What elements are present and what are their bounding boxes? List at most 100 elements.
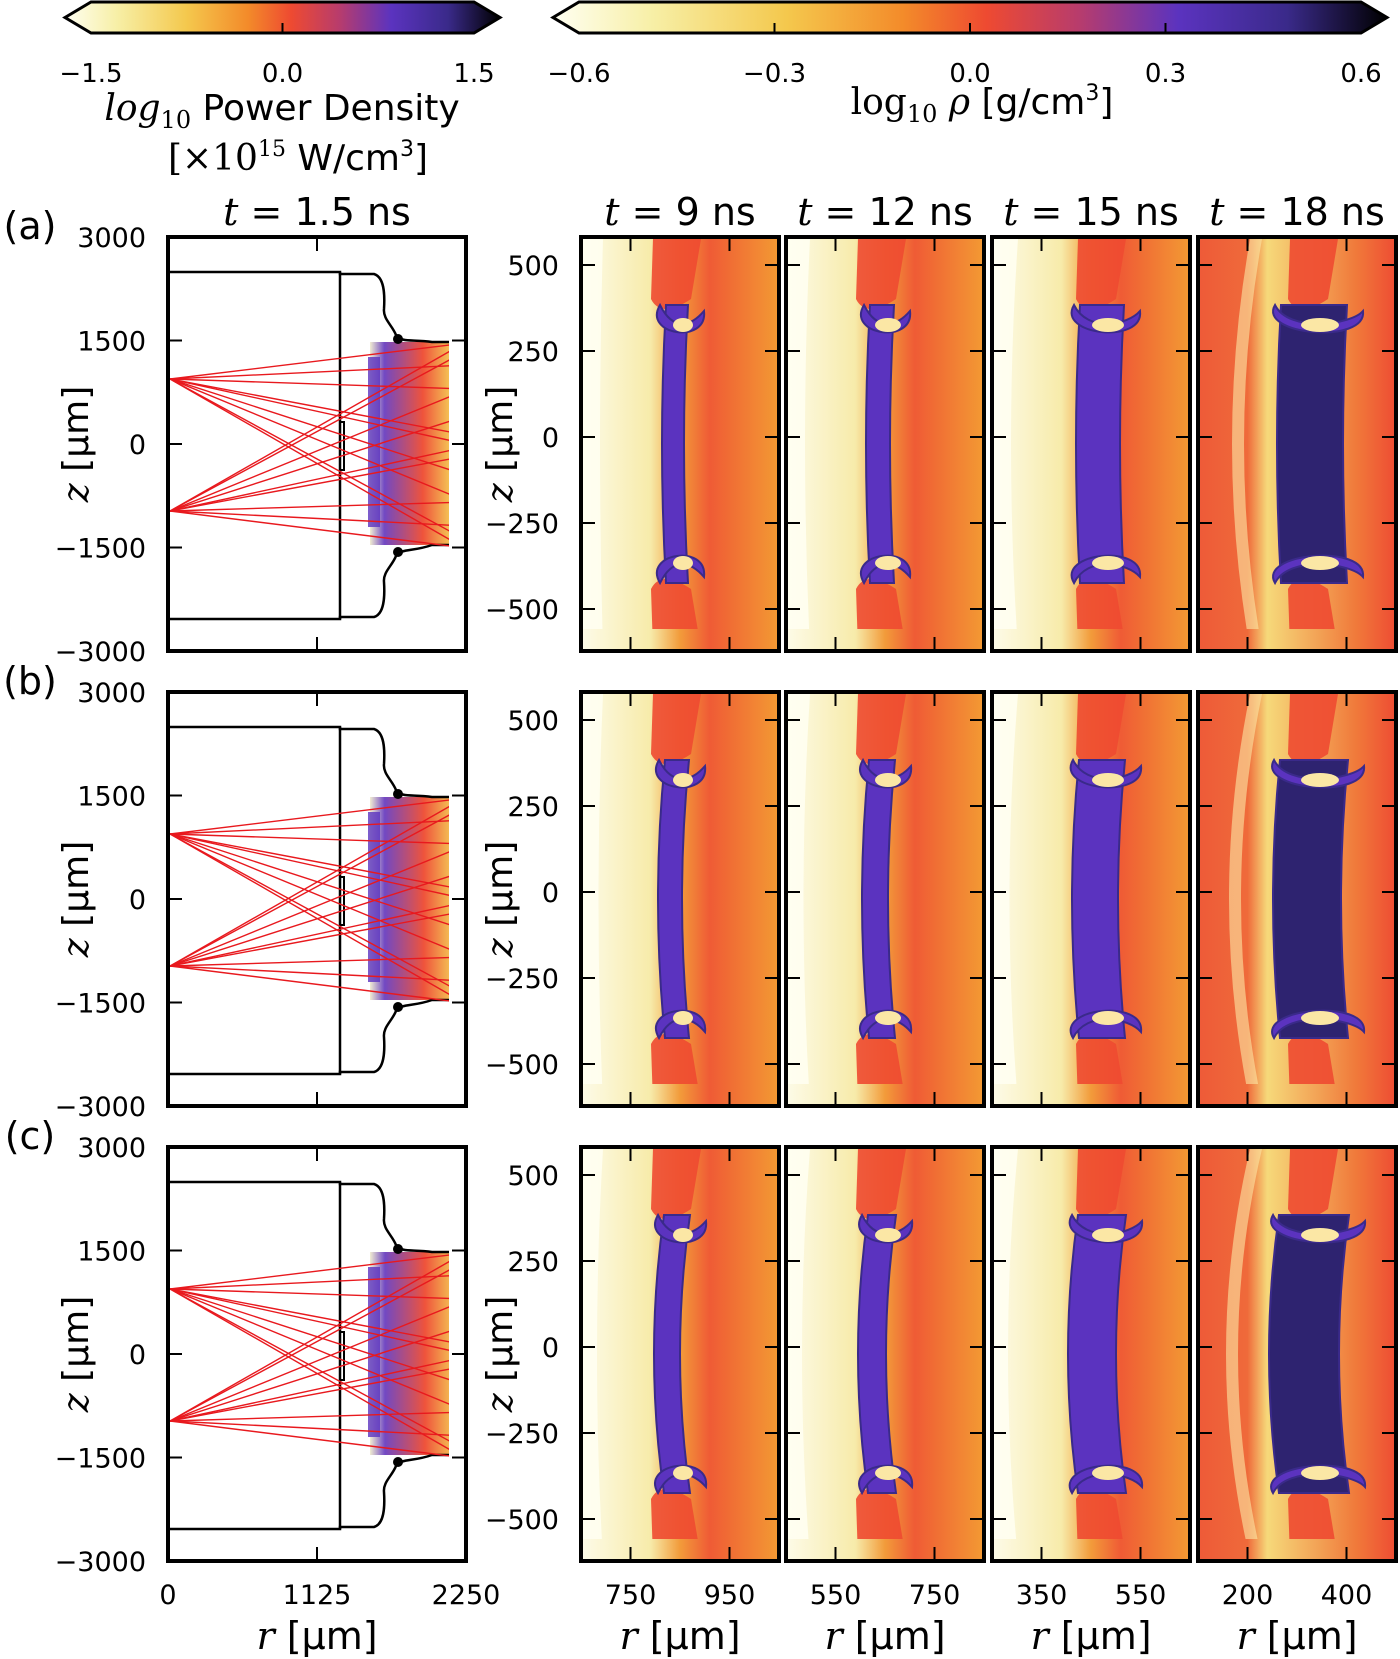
- density-panel-t2: [784, 690, 986, 1108]
- density-frame: [784, 690, 986, 1108]
- row-label: (b): [3, 659, 57, 703]
- laser-ray: [170, 1275, 449, 1290]
- plume-top: [1288, 694, 1338, 764]
- shock-front: [994, 239, 1018, 629]
- laser-ray: [170, 913, 449, 967]
- plume-top: [651, 694, 701, 764]
- rollup-core: [673, 556, 693, 570]
- density-frame: [784, 1145, 986, 1563]
- right-y-tick-label: 500: [507, 1161, 559, 1192]
- dense-shell: [861, 759, 897, 1039]
- right-y-tick-label: 500: [507, 706, 559, 737]
- density-panel-t3: [990, 1145, 1192, 1563]
- right-x-tick-label: 750: [909, 1580, 961, 1611]
- laser-ray: [170, 956, 449, 967]
- density-content: [994, 1149, 1144, 1539]
- left-y-tick-label: −1500: [55, 534, 146, 565]
- density-content: [788, 239, 912, 629]
- title-right-2: t = 12 ns: [797, 190, 973, 234]
- rollup-core: [1301, 318, 1339, 332]
- right-y-tick-label: 0: [542, 878, 559, 909]
- plume-top: [856, 694, 906, 764]
- row-label: (a): [4, 204, 57, 248]
- colorbar-tick-label: −0.6: [547, 59, 610, 89]
- colorbar-gradient: [550, 0, 1390, 35]
- shock-front: [1226, 1149, 1262, 1539]
- left-y-tick-label: −3000: [55, 1547, 146, 1578]
- dense-shell: [1075, 304, 1126, 584]
- rollup-core: [673, 1011, 693, 1025]
- left-panel-content: [170, 1180, 449, 1531]
- shock-front: [1229, 694, 1262, 1084]
- plume-bottom: [856, 1489, 903, 1539]
- density-content: [1229, 694, 1366, 1084]
- title-right-3: t = 15 ns: [1003, 190, 1179, 234]
- density-panel-t3: [990, 690, 1192, 1108]
- left-y-tick-label: 3000: [77, 223, 146, 254]
- laser-ray: [170, 458, 449, 512]
- colorbar-tick-label: −0.3: [743, 59, 806, 89]
- plume-bottom: [1288, 1034, 1335, 1084]
- density-panel-t4: [1196, 235, 1398, 653]
- colorbar-tick-label: 1.5: [453, 59, 494, 89]
- left-y-tick-label: −3000: [55, 1092, 146, 1123]
- plume-bottom: [856, 1034, 903, 1084]
- left-y-tick-label: 3000: [77, 1133, 146, 1164]
- density-content: [788, 694, 913, 1084]
- plume-top: [1076, 694, 1126, 764]
- laser-ray: [170, 805, 449, 967]
- rollup-core: [1092, 1466, 1124, 1480]
- laser-ray: [170, 350, 449, 512]
- target-foil: [339, 421, 345, 471]
- density-frame: [1196, 690, 1398, 1108]
- rollup-core: [1301, 1011, 1339, 1025]
- rollup-core: [673, 1466, 693, 1480]
- laser-ray: [170, 449, 449, 512]
- rollup-core: [1301, 1466, 1339, 1480]
- target-corner-top: [393, 334, 403, 344]
- laser-ray: [170, 833, 449, 896]
- plume-top: [1288, 239, 1338, 309]
- plume-bottom: [651, 1489, 698, 1539]
- laser-ray: [170, 833, 449, 987]
- dense-shell: [1067, 1214, 1128, 1494]
- density-content: [583, 1149, 708, 1539]
- target-corner-bottom: [393, 547, 403, 557]
- density-frame: [1196, 235, 1398, 653]
- left-x-tick-label: 0: [159, 1580, 176, 1611]
- laser-ray: [170, 1420, 449, 1436]
- left-y-tick-label: −1500: [55, 1444, 146, 1475]
- density-content: [583, 694, 707, 1084]
- right-y-tick-label: −500: [485, 1050, 559, 1081]
- shock-front: [788, 239, 810, 629]
- right-x-tick-label: 550: [810, 1580, 862, 1611]
- right-x-tick-label: 400: [1321, 1580, 1373, 1611]
- target-outline: [170, 270, 449, 621]
- laser-ray: [170, 814, 449, 967]
- laser-ray: [170, 851, 449, 967]
- density-panel-t1: 500 250 0 −250 −500: [485, 1145, 781, 1563]
- laser-ray: [170, 510, 449, 547]
- rollup-core: [1092, 556, 1124, 570]
- density-panel-t2: [784, 235, 986, 653]
- target-corner-bottom: [393, 1457, 403, 1467]
- left-x-tick-label: 2250: [432, 1580, 501, 1611]
- laser-ray: [170, 1260, 449, 1422]
- rollup-core: [673, 1228, 693, 1242]
- laser-ray: [170, 344, 449, 380]
- laser-ray: [170, 904, 449, 967]
- right-x-label-3: r [μm]: [1030, 1614, 1151, 1658]
- left-y-tick-label: −3000: [55, 637, 146, 668]
- left-panel-content: [170, 270, 449, 621]
- shock-front: [583, 694, 603, 1084]
- title-right-1: t = 9 ns: [604, 190, 755, 234]
- left-y-tick-label: 3000: [77, 678, 146, 709]
- density-content: [788, 1149, 914, 1539]
- right-y-tick-label: −500: [485, 595, 559, 626]
- power-density-edge: [368, 357, 380, 527]
- colorbar-tick-label: 0.0: [262, 59, 303, 89]
- density-frame: [579, 1145, 781, 1563]
- dense-shell: [653, 1214, 692, 1494]
- shock-front: [788, 694, 810, 1084]
